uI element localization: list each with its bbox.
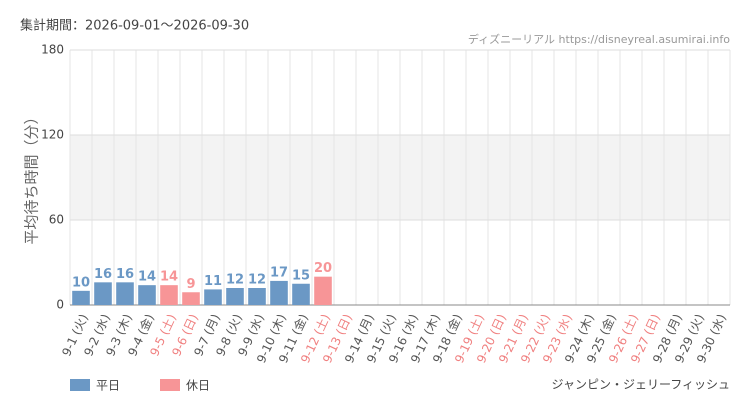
bar	[248, 288, 266, 305]
period: 集計期間：2026-09-01～2026-09-30	[20, 18, 249, 34]
legend-label: 休日	[186, 379, 210, 393]
value-label: 10	[72, 275, 90, 290]
legend-label: 平日	[96, 379, 120, 393]
bar	[138, 285, 156, 305]
y-tick-label: 0	[56, 298, 64, 312]
value-label: 16	[116, 267, 134, 282]
y-axis-label: 平均待ち時間（分）	[23, 109, 41, 244]
bar	[182, 292, 200, 305]
bar	[226, 288, 244, 305]
y-tick-label: 180	[41, 43, 64, 57]
legend-swatch	[70, 379, 90, 391]
value-label: 11	[204, 274, 222, 289]
bar	[116, 282, 134, 305]
bar	[314, 276, 332, 305]
value-label: 16	[94, 267, 112, 282]
bar	[204, 289, 222, 305]
value-label: 9	[186, 277, 195, 292]
attraction: ジャンピン・ジェリーフィッシュ	[552, 378, 730, 392]
value-label: 17	[270, 265, 288, 280]
value-label: 14	[138, 270, 156, 285]
value-label: 14	[160, 270, 178, 285]
value-label: 12	[248, 273, 266, 288]
value-label: 12	[226, 273, 244, 288]
value-label: 20	[314, 261, 332, 276]
legend-swatch	[160, 379, 180, 391]
value-label: 15	[292, 268, 310, 283]
bar	[160, 285, 178, 305]
bar	[292, 283, 310, 305]
bar	[270, 280, 288, 305]
source: ディズニーリアル https://disneyreal.asumirai.inf…	[468, 32, 730, 46]
bar	[94, 282, 112, 305]
bar	[72, 290, 90, 305]
y-tick-label: 120	[41, 128, 64, 142]
y-tick-label: 60	[49, 213, 64, 227]
